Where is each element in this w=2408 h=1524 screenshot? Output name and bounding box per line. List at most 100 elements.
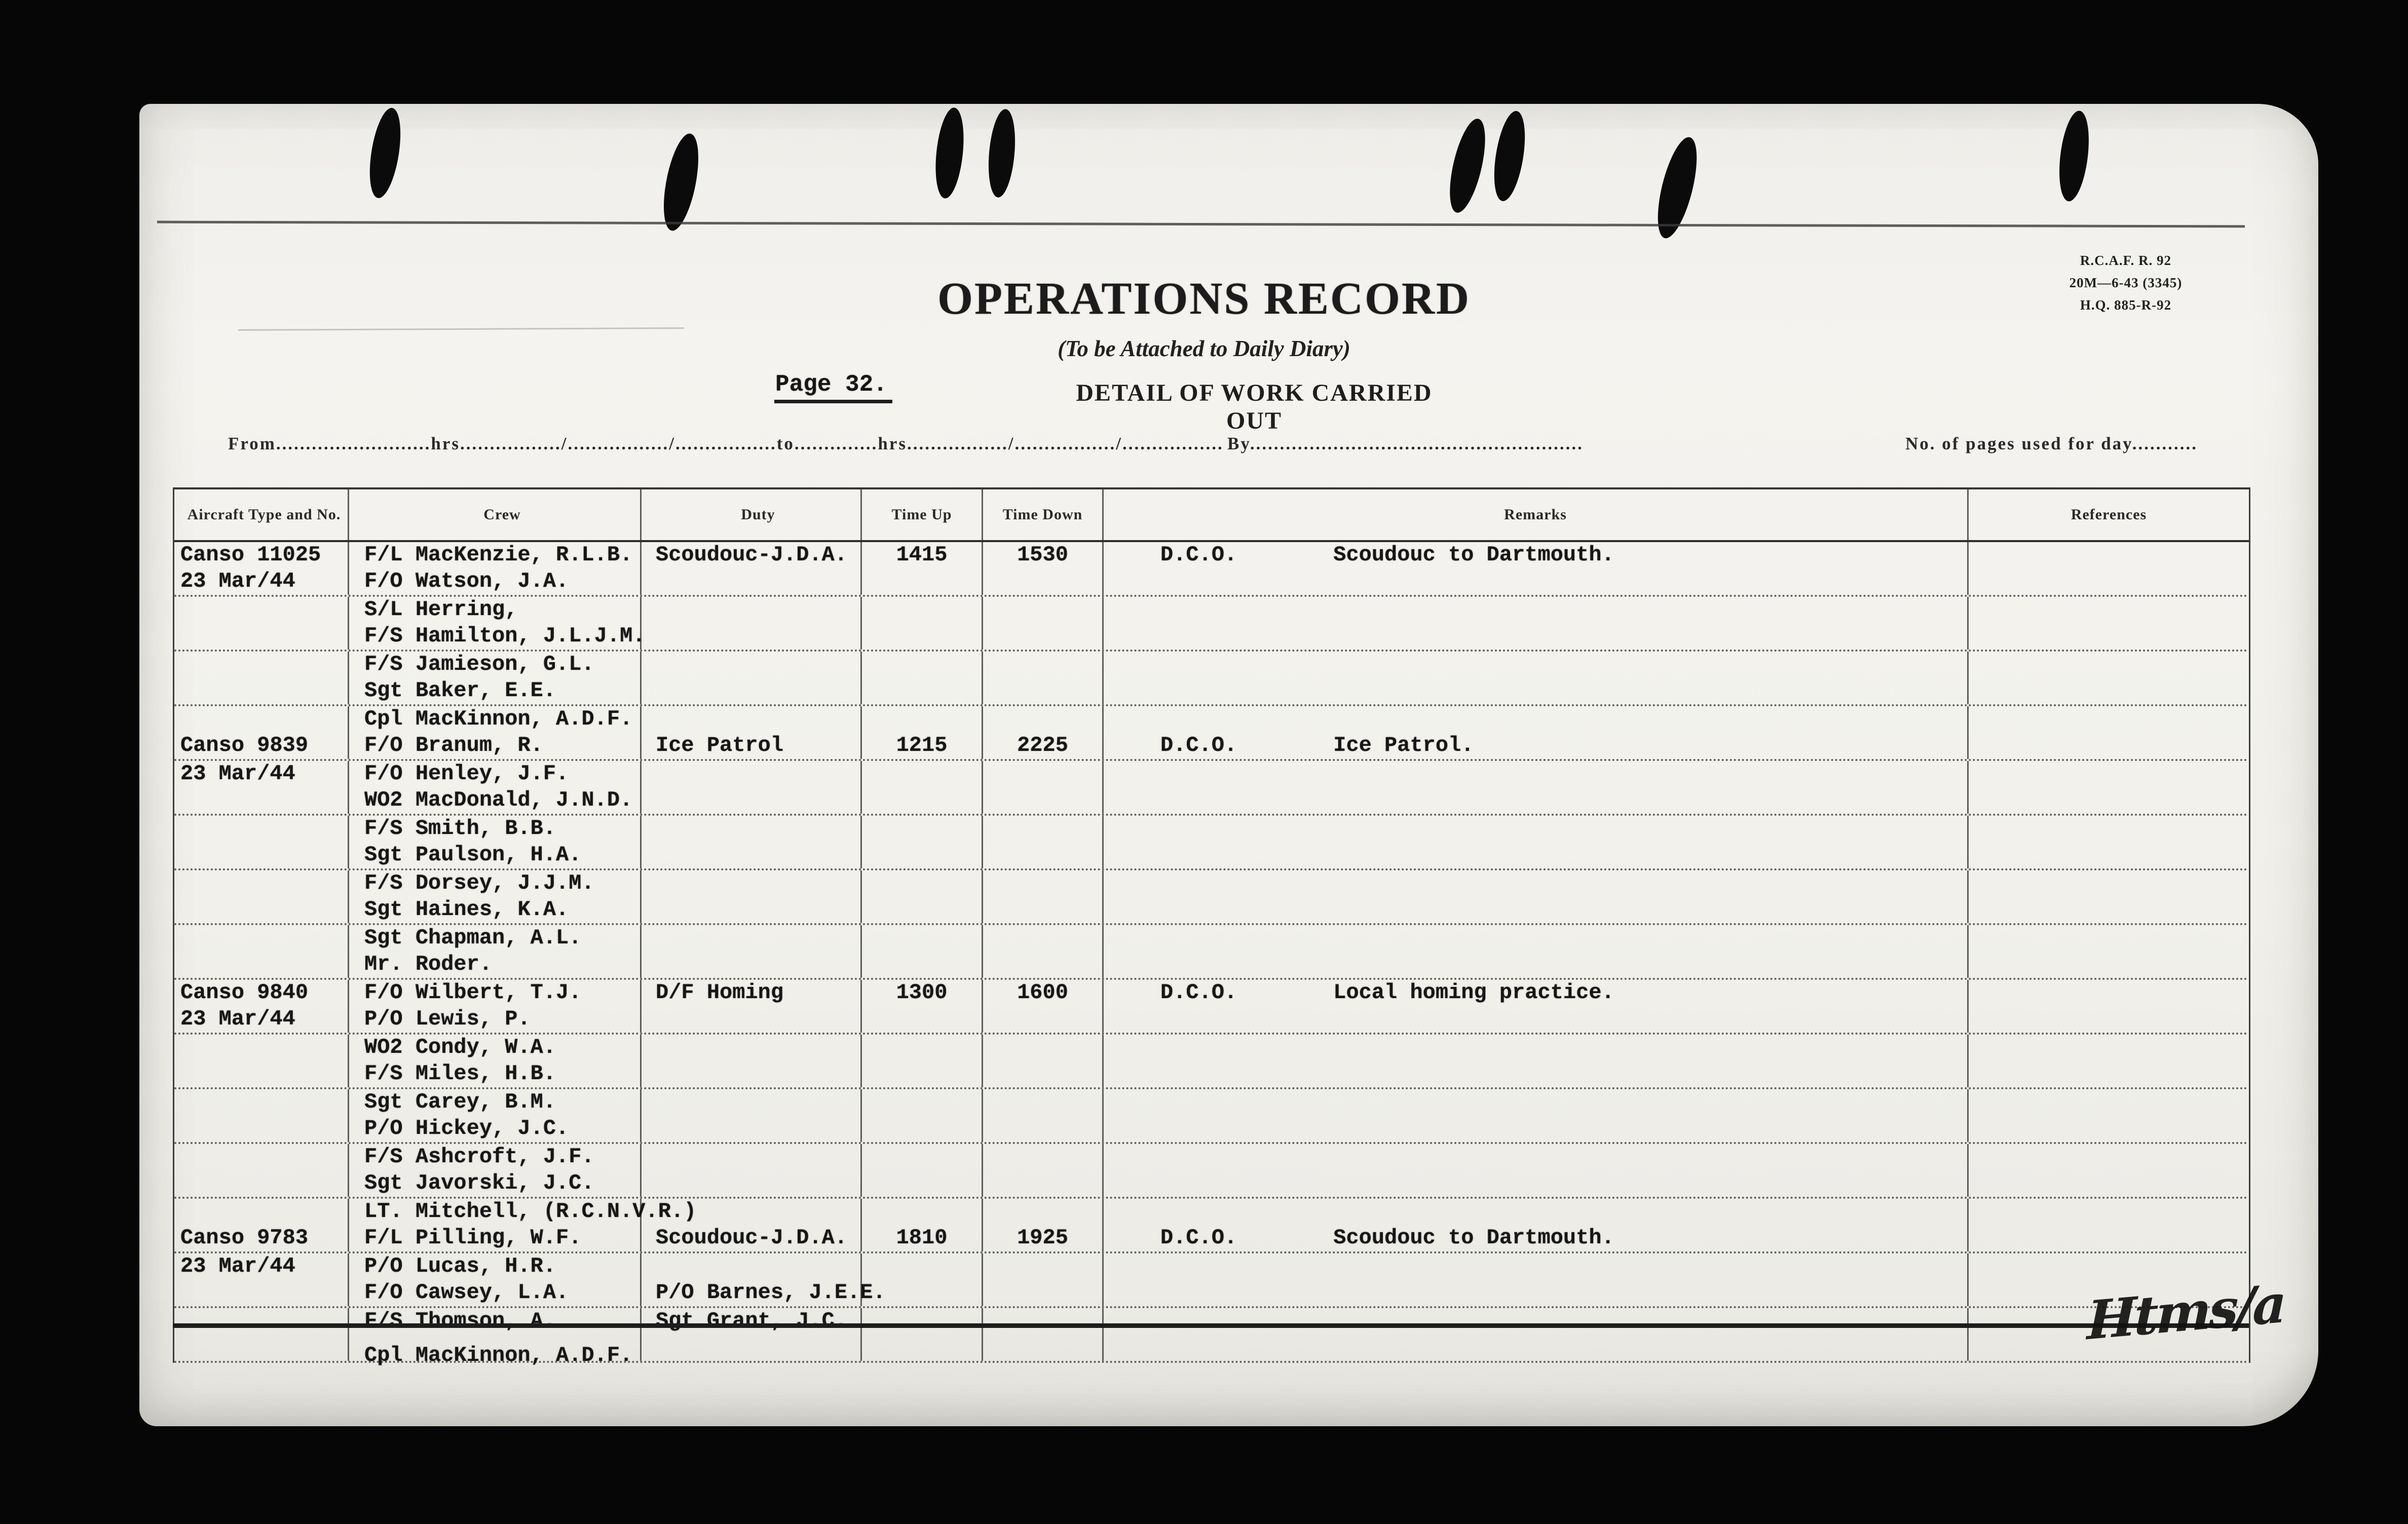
cell-time-up-text: 1810: [896, 1226, 948, 1250]
cell-crew-text: Cpl MacKinnon, A.D.F.: [364, 1343, 633, 1367]
cell-aircraft: [174, 1199, 349, 1225]
cell-time-down-text: 2225: [1017, 733, 1068, 757]
remark-text: Ice Patrol.: [1333, 733, 1474, 757]
column-header-references: References: [2071, 506, 2147, 523]
cell-references: [1969, 951, 2249, 978]
cell-aircraft-text: 23 Mar/44: [180, 1254, 295, 1278]
cell-crew-text: Sgt Carey, B.M.: [364, 1090, 556, 1114]
cell-crew-text: F/O Cawsey, L.A.: [364, 1280, 569, 1305]
cell-duty: [642, 816, 862, 842]
cell-references: [1969, 733, 2249, 759]
cell-remarks: [1104, 1006, 1969, 1033]
cell-aircraft: 23 Mar/44: [174, 1253, 349, 1280]
cell-crew-text: F/O Wilbert, T.J.: [364, 980, 582, 1005]
cell-time-up: [862, 1035, 983, 1061]
cell-duty: [642, 1170, 862, 1197]
cell-time-up: [862, 761, 983, 787]
cell-aircraft-text: 23 Mar/44: [180, 761, 295, 786]
cell-references: [1969, 870, 2249, 897]
cell-references: [1969, 542, 2249, 568]
cell-aircraft: [174, 706, 349, 733]
cell-time-down: [983, 897, 1104, 923]
cell-aircraft: [174, 925, 349, 951]
cell-remarks: [1104, 1280, 1969, 1306]
cell-aircraft: [174, 897, 349, 923]
cell-time-up: [862, 1335, 983, 1361]
cell-crew-text: WO2 MacDonald, J.N.D.: [364, 788, 633, 812]
cell-time-down: [983, 706, 1104, 733]
cell-remarks: [1104, 1089, 1969, 1116]
cell-duty-text: P/O Barnes, J.E.E.: [656, 1280, 886, 1305]
table-row: F/S Smith, B.B.: [174, 816, 2249, 842]
cell-aircraft: [174, 951, 349, 978]
cell-time-up: [862, 951, 983, 978]
cell-references: [1969, 897, 2249, 923]
cell-duty: [642, 925, 862, 951]
cell-crew-text: Sgt Paulson, H.A.: [364, 843, 582, 867]
cell-aircraft: [174, 1089, 349, 1116]
cell-aircraft: [174, 1035, 349, 1061]
operations-table: Aircraft Type and No. Crew Duty Time Up …: [173, 487, 2250, 1367]
cell-aircraft-text: Canso 9783: [180, 1226, 309, 1250]
cell-references: [1969, 842, 2249, 868]
table-row: Canso 9783 F/L Pilling, W.F. Scoudouc-J.D.…: [174, 1225, 2249, 1253]
cell-time-down: 1530: [983, 542, 1104, 568]
table-row: F/S Thomson, A. Sgt Grant, J.C.: [174, 1308, 2249, 1335]
cell-time-up: [862, 623, 983, 650]
cell-time-down: [983, 951, 1104, 978]
cell-time-down: [983, 787, 1104, 814]
column-header-remarks: Remarks: [1104, 489, 1969, 540]
cell-references: [1969, 1225, 2249, 1251]
cell-time-up-text: 1415: [896, 543, 948, 567]
cell-time-down: [983, 1006, 1104, 1033]
cell-crew: F/O Cawsey, L.A.: [349, 1280, 642, 1306]
cell-duty: [642, 1116, 862, 1142]
cell-crew: F/L Pilling, W.F.: [349, 1225, 642, 1251]
cell-references: [1969, 925, 2249, 951]
cell-duty: Scoudouc-J.D.A.: [642, 1225, 862, 1251]
table-row: 23 Mar/44 F/O Watson, J.A.: [174, 568, 2249, 597]
table-row: F/S Hamilton, J.L.J.M.: [174, 623, 2249, 652]
cell-crew-text: F/S Thomson, A.: [364, 1309, 556, 1333]
cell-duty: Ice Patrol: [642, 733, 862, 759]
cell-duty: [642, 652, 862, 678]
cell-remarks: D.C.O. Ice Patrol.: [1104, 733, 1969, 759]
cell-references: [1969, 568, 2249, 595]
cell-remarks: [1104, 870, 1969, 897]
remark-code: D.C.O.: [1160, 980, 1237, 1005]
column-header-duty: Duty: [642, 489, 862, 540]
table-row: F/S Jamieson, G.L.: [174, 652, 2249, 678]
cell-duty-text: Scoudouc-J.D.A.: [656, 543, 848, 567]
cell-remarks: [1104, 1308, 1969, 1335]
cell-time-down: [983, 1170, 1104, 1197]
cell-duty-text: Scoudouc-J.D.A.: [656, 1226, 848, 1250]
cell-aircraft: Canso 9839: [174, 733, 349, 759]
form-code-line: R.C.A.F. R. 92: [2080, 253, 2172, 268]
cell-references: [1969, 706, 2249, 733]
cell-remarks: [1104, 1035, 1969, 1061]
cell-time-down: [983, 568, 1104, 595]
remark-code: D.C.O.: [1160, 543, 1237, 567]
remark-text: Scoudouc to Dartmouth.: [1333, 1226, 1614, 1250]
cell-aircraft: [174, 652, 349, 678]
cell-crew-text: F/S Jamieson, G.L.: [364, 652, 594, 676]
cell-remarks: [1104, 597, 1969, 623]
cell-time-down-text: 1530: [1017, 543, 1068, 567]
cell-crew: F/S Dorsey, J.J.M.: [349, 870, 642, 897]
by-line: By......................................…: [1227, 434, 1584, 453]
cell-references: [1969, 1116, 2249, 1142]
cell-crew-text: F/S Dorsey, J.J.M.: [364, 871, 594, 895]
cell-remarks: [1104, 1144, 1969, 1170]
cell-time-up: 1215: [862, 733, 983, 759]
cell-crew: F/S Smith, B.B.: [349, 816, 642, 842]
cell-aircraft-text: Canso 9839: [180, 733, 309, 757]
cell-crew: F/S Thomson, A.: [349, 1308, 642, 1335]
table-row: Sgt Chapman, A.L.: [174, 925, 2249, 951]
cell-crew: P/O Lucas, H.R.: [349, 1253, 642, 1280]
cell-aircraft-text: Canso 9840: [180, 980, 309, 1005]
column-header-time-up: Time Up: [862, 489, 983, 540]
cell-crew-text: F/L Pilling, W.F.: [364, 1226, 582, 1250]
from-hours-line: From..........................hrs.......…: [228, 434, 1224, 453]
cell-crew: P/O Lewis, P.: [349, 1006, 642, 1033]
cell-time-down: [983, 1199, 1104, 1225]
